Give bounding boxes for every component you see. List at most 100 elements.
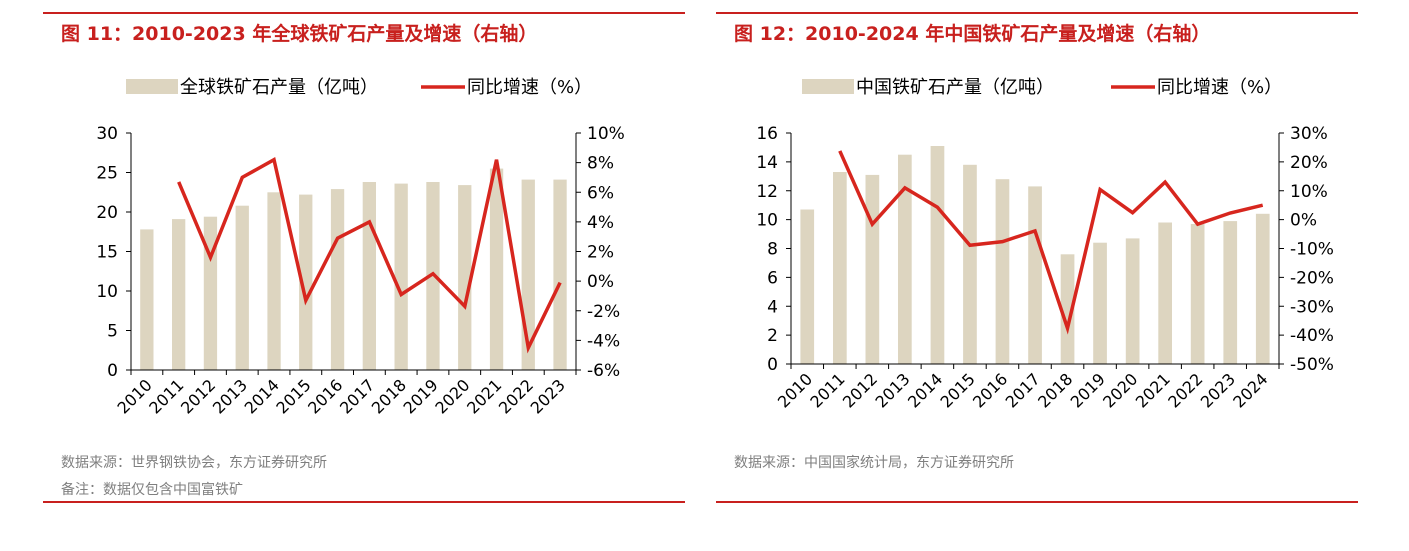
legend-line-label: 同比增速（%） (467, 77, 592, 98)
bottom-divider (716, 501, 1358, 503)
bar-2011 (172, 219, 186, 370)
bar-2019 (1093, 242, 1107, 364)
x-tick-label-2022: 2022 (1164, 369, 1206, 411)
chart-title: 图 11：2010-2023 年全球铁矿石产量及增速（右轴） (61, 23, 538, 45)
chart-canvas: 全球铁矿石产量（亿吨） 同比增速（%） 0 5 10 15 20 25 30 -6% -4% -2% 0… (96, 77, 625, 418)
legend: 全球铁矿石产量（亿吨） 同比增速（%） (126, 77, 592, 98)
x-tick-label-2018: 2018 (368, 375, 410, 417)
y-left-tick-label: 6 (767, 268, 778, 288)
x-tick-label-2016: 2016 (969, 369, 1011, 411)
y-left-tick-label: 5 (107, 322, 118, 342)
bar-2010 (140, 229, 154, 370)
x-tick-label-2010: 2010 (774, 369, 816, 411)
x-tick-label-2015: 2015 (272, 375, 314, 417)
y-right-tick-label: 0% (1290, 211, 1317, 231)
bar-2012 (203, 216, 218, 370)
bar-2012 (865, 174, 880, 364)
chart-panel-global: 图 11：2010-2023 年全球铁矿石产量及增速（右轴） 全球铁矿石产量（亿… (43, 0, 685, 551)
x-tick-label-2011: 2011 (145, 375, 187, 417)
bar-2020 (1125, 238, 1140, 364)
bar-2014 (930, 146, 945, 364)
x-tick-label-2022: 2022 (495, 375, 537, 417)
bar-2018 (1060, 254, 1075, 364)
y-right-tick-label: -40% (1290, 326, 1334, 346)
bar-2015 (299, 194, 313, 370)
chart-panel-china: 图 12：2010-2024 年中国铁矿石产量及增速（右轴） 中国铁矿石产量（亿… (716, 0, 1358, 551)
y-left-tick-label: 30 (96, 124, 118, 144)
y-right-tick-label: 30% (1290, 124, 1328, 144)
remark-note: 备注：数据仅包含中国富铁矿 (61, 482, 243, 498)
bar-2010 (800, 209, 815, 364)
bar-2020 (458, 185, 472, 370)
bar-2011 (833, 172, 847, 364)
legend-bar-label: 全球铁矿石产量（亿吨） (180, 77, 378, 98)
top-divider (716, 12, 1358, 14)
y-right-tick-label: 6% (587, 183, 614, 203)
y-left-tick-label: 15 (96, 243, 118, 263)
top-divider (43, 12, 685, 14)
bar-2014 (267, 192, 281, 371)
x-tick-label-2012: 2012 (839, 369, 881, 411)
bar-2017 (1028, 186, 1042, 364)
y-left-tick-label: 2 (767, 326, 778, 346)
bar-2013 (235, 205, 249, 370)
chart-canvas: 中国铁矿石产量（亿吨） 同比增速（%） 0 2 4 6 8 10 12 14 16 -50% -40% -… (756, 77, 1334, 412)
legend-bar-label: 中国铁矿石产量（亿吨） (856, 77, 1054, 98)
x-tick-label-2014: 2014 (241, 375, 283, 417)
y-right-tick-label: 2% (587, 243, 614, 263)
bottom-divider (43, 501, 685, 503)
y-right-tick-label: -2% (587, 302, 620, 322)
x-tick-label-2017: 2017 (1002, 369, 1044, 411)
y-left-tick-label: 12 (756, 182, 778, 202)
x-tick-label-2011: 2011 (806, 369, 848, 411)
bar-2013 (898, 154, 912, 364)
x-tick-label-2017: 2017 (336, 375, 378, 417)
bar-2016 (330, 189, 345, 370)
x-tick-label-2024: 2024 (1229, 369, 1271, 411)
y-left-tick-label: 14 (756, 153, 778, 173)
y-left-tick-label: 10 (96, 282, 118, 302)
y-right-tick-label: -30% (1290, 297, 1334, 317)
growth-line (177, 157, 562, 354)
x-tick-label-2010: 2010 (113, 375, 155, 417)
x-tick-label-2018: 2018 (1034, 369, 1076, 411)
y-right-tick-label: 20% (1290, 153, 1328, 173)
y-right-tick-label: -50% (1290, 355, 1334, 375)
x-tick-label-2019: 2019 (1067, 369, 1109, 411)
y-right-tick-label: 0% (587, 272, 614, 292)
legend-bar-swatch (126, 79, 178, 94)
y-right-tick-label: 10% (587, 124, 625, 144)
chart-title: 图 12：2010-2024 年中国铁矿石产量及增速（右轴） (734, 23, 1211, 45)
bar-2015 (963, 164, 977, 364)
y-right-tick-label: 10% (1290, 182, 1328, 202)
x-tick-label-2021: 2021 (1132, 369, 1174, 411)
legend-bar-swatch (802, 79, 854, 94)
x-tick-label-2020: 2020 (431, 375, 473, 417)
y-left-tick-label: 4 (767, 297, 778, 317)
y-right-tick-label: 8% (587, 154, 614, 174)
legend-line-label: 同比增速（%） (1157, 77, 1282, 98)
x-tick-label-2023: 2023 (527, 375, 569, 417)
x-tick-label-2016: 2016 (304, 375, 346, 417)
bar-2022 (1190, 224, 1205, 364)
bar-2018 (394, 183, 408, 370)
y-left-tick-label: 20 (96, 203, 118, 223)
source-note: 数据来源：世界钢铁协会，东方证券研究所 (61, 455, 327, 471)
y-right-tick-label: -6% (587, 361, 620, 381)
y-left-tick-label: 8 (767, 240, 778, 260)
bar-2016 (995, 179, 1010, 364)
growth-line (838, 150, 1264, 335)
y-left-tick-label: 16 (756, 124, 778, 144)
y-right-tick-label: -10% (1290, 240, 1334, 260)
y-left-tick-label: 0 (107, 361, 118, 381)
source-note: 数据来源：中国国家统计局，东方证券研究所 (734, 455, 1014, 471)
bar-2024 (1255, 213, 1270, 364)
legend: 中国铁矿石产量（亿吨） 同比增速（%） (802, 77, 1282, 98)
y-right-tick-label: -20% (1290, 268, 1334, 288)
y-left-tick-label: 10 (756, 211, 778, 231)
bar-2023 (1223, 221, 1238, 364)
bar-2021 (489, 168, 504, 370)
x-tick-label-2012: 2012 (177, 375, 219, 417)
y-left-tick-label: 0 (767, 355, 778, 375)
y-right-tick-label: 4% (587, 213, 614, 233)
